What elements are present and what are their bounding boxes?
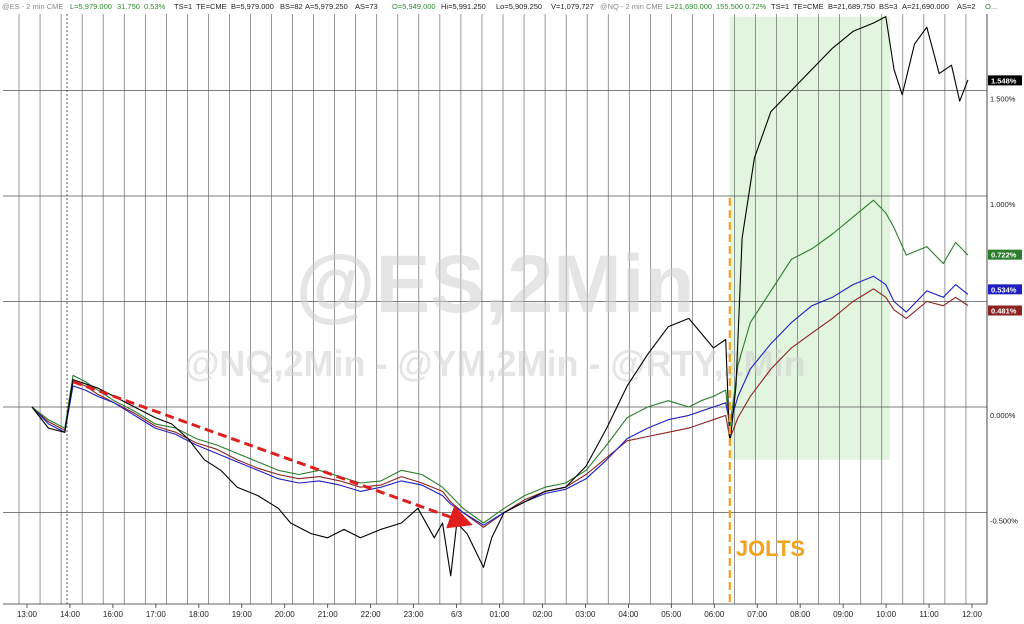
es-ts: TS=1 [174,2,193,11]
y-tick-label: 1.000% [990,200,1016,209]
es-ask: A=5,979.250 [305,2,348,11]
x-tick-label: 03:00 [575,610,596,619]
nq-ts: TS=1 [771,2,790,11]
nq-te: TE=CME [793,2,824,11]
last-value-tag-bg [988,249,1022,260]
trend-arrow [72,380,473,529]
nq-change: 155.500 [716,2,744,11]
es-pct: 0.53% [144,2,166,11]
x-tick-label: 17:00 [146,610,167,619]
last-value-tag-nq: 0.722% [988,249,1022,260]
nq-open: O... [985,2,998,11]
y-tick-label: -0.500% [990,517,1018,526]
x-tick-label: 13:00 [17,610,38,619]
x-tick-label: 06:00 [704,610,725,619]
last-value-tag-text: 0.534% [991,285,1017,294]
x-tick-label: 02:00 [532,610,553,619]
x-tick-label: 14:00 [60,610,81,619]
nq-ask: A=21,690.000 [902,2,949,11]
last-value-tag-bg [988,284,1022,295]
nq-bs: BS=3 [879,2,898,11]
last-value-tag-rty: 0.481% [988,305,1022,316]
watermark-main: @ES,2Min [296,239,695,330]
last-value-tag-bg [988,305,1022,316]
last-value-tag-text: 0.722% [991,251,1017,260]
es-last: L=5,979.000 [70,2,112,11]
es-bid: B=5,979.000 [231,2,274,11]
event-label: JOLTS [736,536,805,561]
x-tick-label: 09:00 [833,610,854,619]
last-value-tag-ym: 0.534% [988,284,1022,295]
series-line-es [31,16,969,577]
watermark-sub: @NQ,2Min - @YM,2Min - @RTY,2Min [184,343,805,384]
x-tick-label: 10:00 [876,610,897,619]
x-tick-label: 20:00 [275,610,296,619]
nq-as: AS=2 [957,2,976,11]
x-tick-label: 6/3 [451,610,463,619]
x-tick-label: 08:00 [790,610,811,619]
series-line-rty [31,288,969,528]
x-tick-label: 04:00 [618,610,639,619]
x-tick-label: 21:00 [318,610,339,619]
es-high: Hi=5,991.250 [441,2,486,11]
nq-bid: B=21,689.750 [828,2,875,11]
es-low: Lo=5,909.250 [496,2,543,11]
last-value-tag-text: 1.548% [991,76,1017,85]
es-vol: V=1,079,727 [551,2,594,11]
last-value-tag-bg [988,75,1022,86]
nq-pct: 0.72% [745,2,767,11]
y-tick-label: 1.500% [990,95,1016,104]
x-tick-label: 01:00 [489,610,510,619]
x-tick-label: 19:00 [232,610,253,619]
es-open: O=5,949.000 [392,2,436,11]
x-tick-label: 07:00 [747,610,768,619]
x-tick-label: 23:00 [404,610,425,619]
es-te: TE=CME [196,2,227,11]
shaded-region [729,16,890,460]
x-tick-label: 12:00 [962,610,983,619]
es-change: 31.750 [117,2,140,11]
x-tick-label: 16:00 [103,610,124,619]
x-tick-label: 18:00 [189,610,210,619]
es-bs: BS=82 [280,2,303,11]
es-as: AS=73 [355,2,378,11]
x-tick-label: 22:00 [361,610,382,619]
last-value-tag-text: 0.481% [991,307,1017,316]
nq-last: L=21,690.000 [666,2,713,11]
y-tick-label: 0.000% [990,411,1016,420]
x-tick-label: 05:00 [661,610,682,619]
quote-header: @ES - 2 min CME L=5,979.000 31.750 0.53%… [0,0,1024,14]
es-symbol: @ES - 2 min CME [2,2,64,11]
last-value-tag-es: 1.548% [988,75,1022,86]
x-tick-label: 11:00 [919,610,939,619]
nq-symbol: @NQ - 2 min CME [600,2,663,11]
